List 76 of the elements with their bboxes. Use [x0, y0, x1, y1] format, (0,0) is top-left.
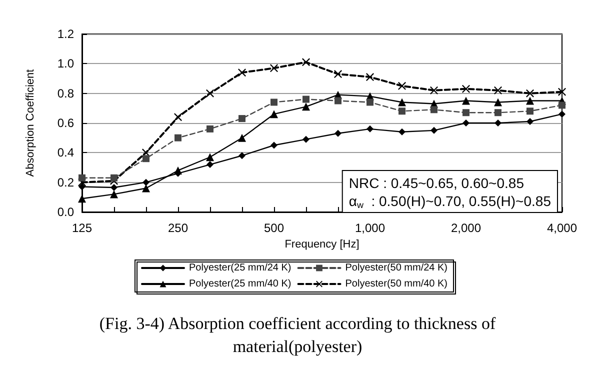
- annotation: NRC : 0.45~0.65, 0.60~0.85: [348, 175, 524, 191]
- point: [78, 174, 86, 182]
- x-tick-label: 250: [168, 221, 188, 235]
- point: [238, 134, 246, 142]
- point: [142, 155, 150, 162]
- point: [174, 113, 182, 122]
- point: [206, 125, 214, 132]
- x-tick-label: 500: [264, 221, 284, 235]
- x-axis-title: Frequency [Hz]: [284, 238, 360, 250]
- point: [398, 98, 406, 106]
- point: [462, 120, 470, 126]
- point: [558, 102, 566, 109]
- point: [526, 108, 534, 115]
- x-tick-label: 125: [72, 221, 92, 235]
- point: [78, 194, 86, 203]
- y-tick-label: 1.0: [57, 56, 74, 71]
- point: [558, 88, 566, 96]
- point: [430, 106, 438, 114]
- x-tick-label: 2,000: [450, 221, 482, 235]
- point: [430, 126, 438, 134]
- point: [398, 82, 406, 90]
- point: [526, 89, 534, 98]
- text: (Fig. 3-4) Absorption coefficient according to thickness of material(polyester): [98, 313, 497, 358]
- legend-label: Polyester(50 mm/24 K): [345, 262, 448, 274]
- point: [270, 110, 278, 118]
- point: [238, 152, 246, 160]
- y-tick-label: 0.2: [57, 175, 74, 190]
- point: [462, 96, 470, 105]
- point: [142, 184, 150, 192]
- x-tick-label: 4,000: [546, 221, 578, 235]
- point: [142, 178, 150, 186]
- point: [302, 102, 310, 111]
- point: [78, 183, 86, 190]
- point: [462, 84, 470, 93]
- legend-label: Polyester(25 mm/24 K): [189, 262, 292, 274]
- point: [334, 130, 342, 137]
- point: [366, 73, 374, 82]
- y-axis-title: Absorption Coefficient: [24, 69, 36, 177]
- point: [366, 98, 374, 106]
- point: [398, 128, 406, 136]
- point: [494, 98, 502, 106]
- point: [302, 136, 310, 143]
- point: [334, 97, 342, 104]
- point: [206, 153, 214, 162]
- point: [270, 98, 278, 106]
- point: [366, 125, 374, 132]
- x-tick-label: 1,000: [354, 221, 386, 235]
- point: [430, 86, 438, 94]
- point: [110, 174, 118, 182]
- point: [206, 161, 214, 168]
- point: [302, 58, 310, 66]
- point: [206, 89, 214, 98]
- point: [238, 115, 246, 122]
- y-tick-label: 0.4: [57, 146, 74, 160]
- point: [494, 109, 502, 116]
- y-tick-label: 1.2: [57, 27, 74, 41]
- point: [270, 64, 278, 72]
- legend-label: Polyester(25 mm/40 K): [189, 278, 292, 290]
- point: [270, 142, 278, 149]
- point: [558, 110, 566, 118]
- point: [302, 96, 310, 103]
- point: [494, 86, 502, 94]
- y-tick-label: 0.6: [57, 116, 74, 130]
- point: [494, 120, 502, 126]
- y-tick-label: 0.8: [57, 86, 74, 100]
- point: [334, 70, 342, 78]
- point: [110, 184, 118, 192]
- legend-label: Polyester(50 mm/40 K): [345, 278, 448, 290]
- point: [462, 109, 470, 116]
- point: [174, 134, 182, 142]
- y-tick-label: 0.0: [57, 205, 74, 219]
- point: [238, 68, 246, 77]
- point: [110, 190, 118, 198]
- point: [398, 108, 406, 115]
- point: [526, 96, 534, 105]
- point: [526, 118, 534, 126]
